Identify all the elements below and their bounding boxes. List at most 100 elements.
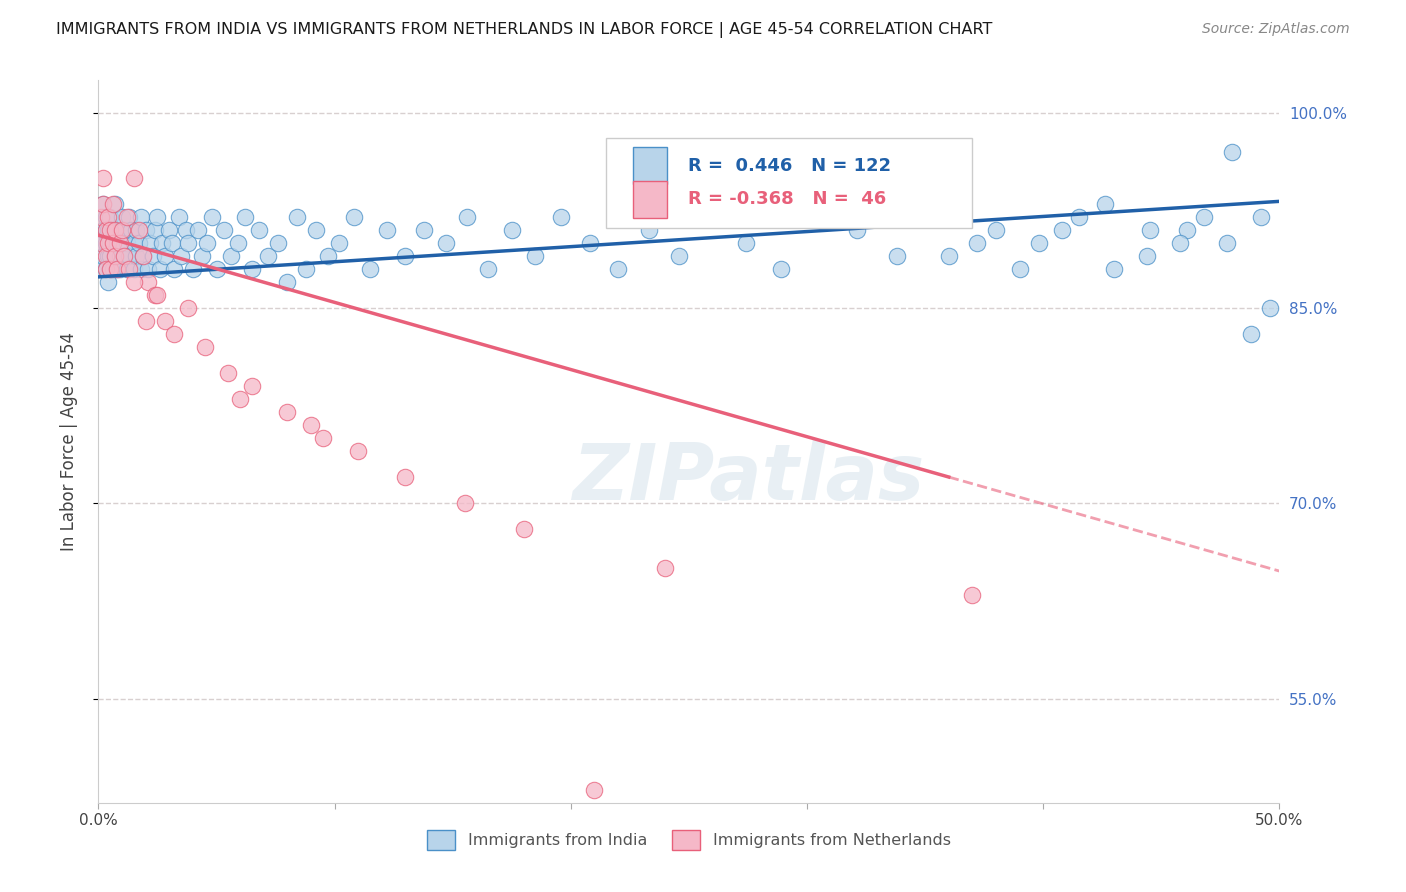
- Point: [163, 262, 186, 277]
- Point: [163, 327, 186, 342]
- Point: [101, 197, 124, 211]
- Point: [94, 223, 117, 237]
- Point: [240, 379, 263, 393]
- Point: [668, 249, 690, 263]
- Point: [94, 249, 117, 263]
- Point: [201, 210, 224, 224]
- Point: [734, 235, 756, 250]
- Point: [97, 235, 120, 250]
- Point: [105, 262, 128, 277]
- Point: [607, 262, 630, 277]
- Point: [122, 262, 145, 277]
- Point: [1102, 262, 1125, 277]
- Point: [115, 235, 138, 250]
- Point: [125, 249, 148, 263]
- Point: [128, 235, 150, 250]
- Point: [938, 249, 960, 263]
- Point: [118, 262, 141, 277]
- Point: [1136, 249, 1159, 263]
- Point: [962, 587, 984, 601]
- Text: R =  0.446   N = 122: R = 0.446 N = 122: [688, 156, 891, 175]
- Point: [1139, 223, 1161, 237]
- Point: [578, 235, 600, 250]
- Point: [233, 210, 256, 224]
- Point: [132, 249, 155, 263]
- Point: [512, 523, 534, 537]
- Point: [91, 197, 114, 211]
- Point: [128, 223, 150, 237]
- Point: [177, 235, 200, 250]
- Point: [91, 223, 114, 237]
- Point: [153, 249, 176, 263]
- Point: [150, 235, 173, 250]
- Point: [111, 235, 134, 250]
- Point: [122, 235, 145, 250]
- Point: [285, 210, 308, 224]
- Point: [101, 235, 124, 250]
- Point: [111, 210, 134, 224]
- Point: [146, 210, 169, 224]
- Point: [157, 223, 180, 237]
- Text: R = -0.368   N =  46: R = -0.368 N = 46: [688, 191, 886, 209]
- Point: [1250, 210, 1272, 224]
- Point: [1067, 210, 1090, 224]
- Point: [394, 249, 416, 263]
- Point: [174, 223, 197, 237]
- Point: [170, 249, 193, 263]
- Point: [97, 275, 120, 289]
- Point: [108, 249, 131, 263]
- Point: [135, 314, 157, 328]
- Point: [104, 223, 127, 237]
- Point: [105, 262, 128, 277]
- Point: [240, 262, 263, 277]
- Point: [91, 170, 114, 185]
- Point: [132, 249, 155, 263]
- Point: [217, 366, 239, 380]
- Point: [139, 235, 162, 250]
- Point: [108, 235, 131, 250]
- Point: [1008, 262, 1031, 277]
- Point: [108, 262, 131, 277]
- Point: [879, 170, 901, 185]
- Point: [94, 235, 117, 250]
- Point: [347, 444, 370, 458]
- Point: [550, 210, 572, 224]
- Point: [394, 470, 416, 484]
- Point: [101, 223, 124, 237]
- Legend: Immigrants from India, Immigrants from Netherlands: Immigrants from India, Immigrants from N…: [420, 824, 957, 856]
- Point: [702, 210, 724, 224]
- Point: [807, 197, 830, 211]
- Point: [299, 418, 322, 433]
- Point: [434, 235, 457, 250]
- Point: [146, 288, 169, 302]
- Text: IMMIGRANTS FROM INDIA VS IMMIGRANTS FROM NETHERLANDS IN LABOR FORCE | AGE 45-54 : IMMIGRANTS FROM INDIA VS IMMIGRANTS FROM…: [56, 22, 993, 38]
- FancyBboxPatch shape: [634, 147, 666, 184]
- Point: [770, 262, 793, 277]
- Point: [136, 275, 159, 289]
- Point: [121, 223, 143, 237]
- Point: [112, 249, 135, 263]
- Point: [97, 249, 120, 263]
- Point: [98, 262, 121, 277]
- Point: [1175, 223, 1198, 237]
- Point: [191, 249, 214, 263]
- Point: [129, 262, 152, 277]
- Text: ZIPatlas: ZIPatlas: [572, 440, 924, 516]
- Point: [524, 249, 547, 263]
- Point: [94, 210, 117, 224]
- Point: [966, 235, 988, 250]
- Point: [135, 223, 157, 237]
- Point: [112, 223, 135, 237]
- Point: [101, 262, 124, 277]
- Point: [118, 210, 141, 224]
- Point: [212, 223, 235, 237]
- Point: [1168, 235, 1191, 250]
- Point: [94, 223, 117, 237]
- Point: [167, 210, 190, 224]
- Point: [1050, 223, 1073, 237]
- Point: [98, 235, 121, 250]
- Point: [194, 340, 217, 354]
- Point: [257, 249, 280, 263]
- Point: [104, 197, 127, 211]
- Point: [316, 249, 339, 263]
